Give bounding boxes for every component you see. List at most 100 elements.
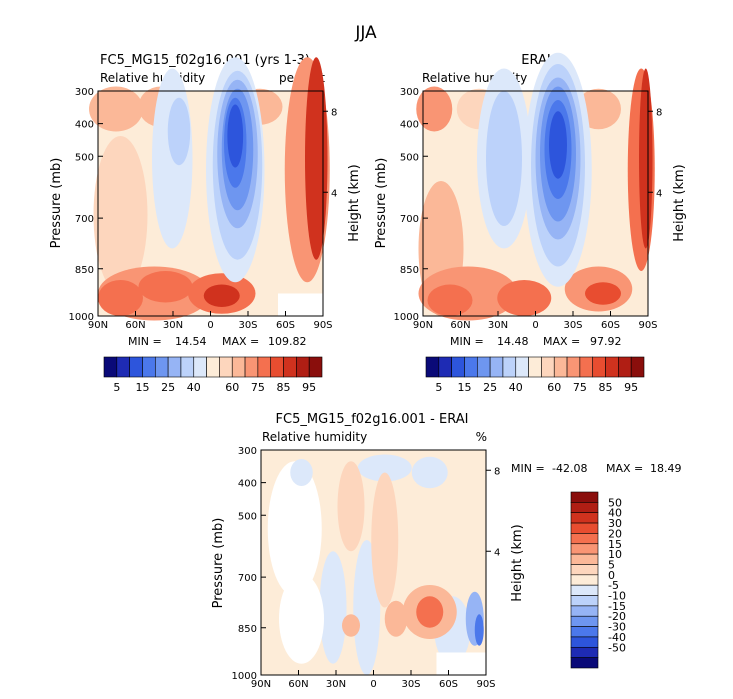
colorbar-swatch — [193, 356, 207, 378]
colorbar-swatch — [154, 356, 169, 378]
contour-band — [416, 86, 453, 132]
contour-band — [203, 284, 240, 307]
colorbar-swatch — [570, 646, 599, 658]
colorbar-swatch — [541, 356, 555, 378]
y-tick-label: 1000 — [232, 671, 257, 682]
y-tick-label: 1000 — [69, 312, 94, 323]
colorbar-swatch — [630, 356, 645, 378]
contour-band — [227, 104, 244, 168]
colorbar-swatch — [476, 356, 491, 378]
contour-band — [427, 284, 473, 316]
contour-fills — [416, 52, 655, 321]
panel-title: ERAI — [521, 53, 550, 68]
y-right-tick-label: 4 — [656, 188, 662, 199]
y-right-tick-label: 8 — [331, 107, 337, 118]
colorbar-swatch — [451, 356, 465, 378]
colorbar-label: 25 — [483, 381, 497, 394]
x-tick-label: 60S — [276, 320, 295, 331]
min-label: MIN = — [128, 335, 162, 348]
colorbar-swatch — [605, 356, 619, 378]
colorbar-swatch — [167, 356, 182, 378]
x-tick-label: 90S — [313, 320, 332, 331]
colorbar-label: 95 — [302, 381, 316, 394]
colorbar-swatch — [570, 491, 599, 503]
x-tick-label: 30S — [238, 320, 257, 331]
contour-band — [639, 68, 653, 249]
panel-difference: FC5_MG15_f02g16.001 - ERAI Relative humi… — [211, 412, 682, 690]
contour-band — [138, 271, 193, 303]
axis-ticks: 90N 60N 30N 0 30S 60S 90S 300 400 500 700 850 1000 8 4 — [232, 446, 501, 690]
colorbar-swatch — [244, 356, 259, 378]
colorbar-label: -20 — [608, 610, 626, 623]
panel-subtitle-left: Relative humidity — [100, 71, 205, 85]
max-value: 18.49 — [650, 462, 682, 475]
colorbar-swatch — [570, 657, 599, 669]
max-label: MAX = — [543, 335, 580, 348]
contour-band — [337, 461, 365, 552]
x-tick-label: 60S — [439, 679, 458, 690]
contour-band — [436, 652, 486, 675]
colorbar-label: 0 — [608, 569, 615, 582]
min-label: MIN = — [450, 335, 484, 348]
x-tick-label: 30S — [563, 320, 582, 331]
colorbar-swatch — [129, 356, 143, 378]
y-axis-label-right: Height (km) — [347, 164, 362, 241]
colorbar-swatch — [570, 564, 599, 576]
contour-band — [411, 456, 448, 489]
colorbar-label: 15 — [457, 381, 471, 394]
panel-title: FC5_MG15_f02g16.001 (yrs 1-3) — [100, 53, 310, 68]
y-tick-label: 850 — [238, 624, 257, 635]
panel-erai: ERAI Relative humidity % 90N60N30N030S60… — [374, 52, 687, 394]
contour-band — [167, 97, 191, 166]
y-tick-label: 400 — [238, 479, 257, 490]
figure-title: JJA — [354, 23, 377, 43]
x-tick-label: 30N — [326, 679, 346, 690]
x-tick-label: 90N — [88, 320, 108, 331]
y-tick-label: 500 — [75, 152, 94, 163]
colorbar-swatch — [116, 356, 130, 378]
colorbar-label: 75 — [251, 381, 265, 394]
colorbar-label: -5 — [608, 579, 619, 592]
colorbar-swatch — [219, 356, 233, 378]
contour-band — [319, 551, 347, 664]
y-right-tick-label: 8 — [656, 107, 662, 118]
y-tick-label: 850 — [400, 265, 419, 276]
min-label: MIN = — [511, 462, 545, 475]
y-tick-label: 700 — [400, 214, 419, 225]
colorbar-label: 5 — [113, 381, 120, 394]
y-axis-label-right: Height (km) — [672, 164, 687, 241]
colorbar-label: -50 — [608, 641, 626, 654]
colorbar-label: -15 — [608, 600, 626, 613]
colorbar-swatch — [231, 356, 246, 378]
colorbar-label: -40 — [608, 631, 626, 644]
contour-fills — [267, 454, 486, 675]
contour-band — [305, 57, 328, 260]
y-tick-label: 500 — [400, 152, 419, 163]
contour-band — [585, 282, 621, 305]
contour-band — [416, 596, 444, 628]
y-tick-label: 300 — [75, 87, 94, 98]
x-tick-label: 90N — [413, 320, 433, 331]
colorbar: 5 15 25 40 60 75 85 95 — [425, 356, 645, 394]
axis-ticks: 90N 60N 30N 0 30S 60S 90S 300 400 500 700 850 1000 8 4 — [69, 87, 338, 331]
colorbar-swatch — [308, 356, 323, 378]
colorbar-swatch — [528, 356, 542, 378]
colorbar-swatch — [142, 356, 156, 378]
axis-ticks: 90N 60N 30N 0 30S 60S 90S 300 400 500 700 850 1000 8 4 — [394, 87, 663, 331]
colorbar-label: 15 — [135, 381, 149, 394]
y-tick-label: 700 — [75, 214, 94, 225]
x-tick-label: 0 — [532, 320, 538, 331]
x-tick-label: 0 — [370, 679, 376, 690]
contour-band — [371, 472, 399, 608]
contour-band — [98, 280, 143, 316]
colorbar-label: 30 — [608, 517, 622, 530]
contour-band — [89, 86, 143, 132]
y-tick-label: 300 — [238, 446, 257, 457]
max-value: 109.82 — [268, 335, 307, 348]
colorbar-swatch — [206, 356, 220, 378]
colorbar-swatch — [283, 356, 297, 378]
y-tick-label: 850 — [75, 265, 94, 276]
x-tick-label: 60N — [288, 679, 308, 690]
min-value: -42.08 — [552, 462, 587, 475]
colorbar-swatch — [515, 356, 529, 378]
